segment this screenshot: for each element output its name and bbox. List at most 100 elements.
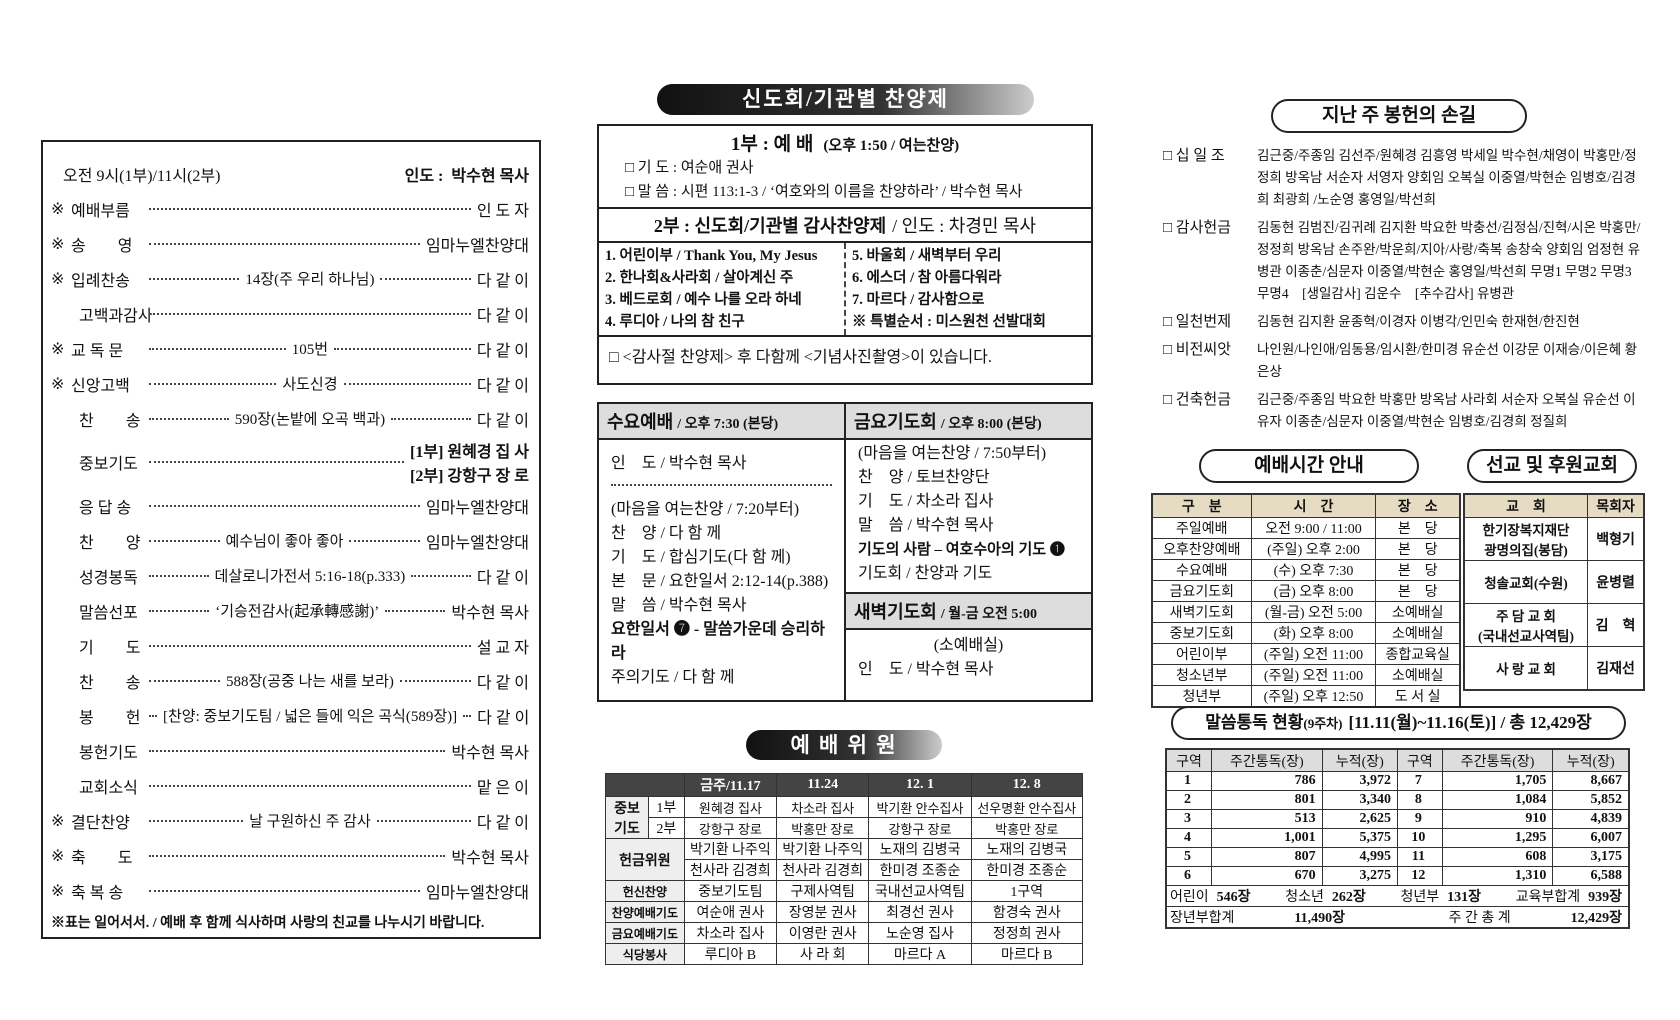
- item-by: 박수현 목사: [451, 744, 529, 762]
- groups-wrap: 어린이 546장 청소년 262장 청년부 131장 교육부합계 939장: [1170, 886, 1622, 906]
- item-name: 말씀선포: [79, 604, 138, 622]
- leader-dots: [149, 784, 471, 787]
- cell: 새벽기도회: [1151, 601, 1252, 623]
- leader-dots: [149, 609, 210, 612]
- title: 새벽기도회: [854, 602, 937, 622]
- closing: 주의기도 / 다 함 께: [611, 669, 735, 686]
- mission-row: 한기장복지재단 광명의집(봉담) 백형기: [1463, 517, 1645, 561]
- service-times-title: 예배시간 안내: [1199, 449, 1419, 483]
- cell: 5: [1165, 847, 1213, 867]
- list-item: 2. 한나회&사라회 / 살아계신 주: [605, 270, 794, 286]
- part2-title: 2부 : 신도회/기관별 감사찬양제 / 인도 : 차경민 목사: [599, 207, 1091, 241]
- leader-dots: [149, 854, 446, 857]
- cell: 중보기도팀: [683, 880, 778, 902]
- time: / 오후 7:30 (본당): [677, 417, 779, 432]
- item-name: 찬 송: [79, 412, 141, 430]
- line: 기 도 / 합심기도(다 함 께): [611, 549, 791, 566]
- leader-dots: [149, 889, 420, 892]
- staff-row: 금요예배기도 차소라 집사 이영란 권사 노순영 집사 정정희 권사: [605, 922, 1084, 944]
- cell: (주일) 오전 11:00: [1250, 643, 1377, 665]
- line: 말 씀 / 박수현 목사: [611, 597, 747, 614]
- mission-row: 주 담 교 회 (국내선교사역팀) 김 혁: [1463, 603, 1645, 647]
- cell: 강항구 장로: [868, 817, 972, 839]
- names: 김근중/주종임 김선주/원혜경 김흥영 박세일 박수현/채영이 박홍만/정정희 …: [1257, 148, 1637, 207]
- order-item: 찬 송 590장(논밭에 오곡 백과) 다 같 이: [51, 401, 529, 436]
- item-name: 입례찬송: [71, 272, 130, 290]
- cell: 종합교육실: [1375, 643, 1461, 665]
- leader: 인 도 / 박수현 목사: [611, 446, 832, 486]
- leader-dots: [149, 539, 220, 542]
- label: □ 감사헌금: [1163, 220, 1232, 236]
- value: 939장: [1588, 890, 1622, 905]
- group: 청년부 131장: [1400, 886, 1481, 906]
- order-item: 말씀선포 ‘기승전감사(起承轉感謝)’ 박수현 목사: [51, 593, 529, 628]
- staff-row: 헌금위원 박기환 나주익 박기환 나주익 노재의 김병국 노재의 김병국: [605, 838, 1084, 881]
- mission-row: 청솔교회(수원) 윤병렬: [1463, 560, 1645, 604]
- line: 찬 양 / 다 함 께: [611, 525, 722, 542]
- value: 11,490장: [1294, 911, 1346, 926]
- cell: 소예배실: [1375, 601, 1461, 623]
- staff-row: 중보기도 1부 원혜경 집사 차소라 집사 박기환 안수집사 선우명환 안수집사: [605, 796, 1084, 839]
- part: 1부: [648, 796, 685, 818]
- title: 2부 : 신도회/기관별 감사찬양제: [653, 216, 887, 236]
- label: □ 일천번제: [1163, 314, 1232, 330]
- item-by: 다 같 이: [476, 307, 529, 325]
- item-by: 설 교 자: [476, 639, 529, 657]
- row-label: 금요예배기도: [605, 922, 685, 944]
- cell: 국내선교사역팀: [868, 880, 972, 902]
- order-item: ※ 결단찬양 날 구원하신 주 감사 다 같 이: [51, 803, 529, 838]
- item-by: [1부] 원혜경 집 사 [2부] 강항구 장 로: [410, 438, 529, 486]
- reading-table: 구역 주간통독(장) 누적(장) 구역 주간통독(장) 누적(장) 1 786 3,972 7 1,…: [1165, 748, 1630, 929]
- cell: 4,995: [1321, 847, 1398, 867]
- leader-dots: [149, 277, 240, 280]
- line: 본 문 / 요한일서 2:12-14(p.388): [611, 573, 829, 590]
- cell: 3,972: [1321, 771, 1398, 791]
- reading-row: 1 786 3,972 7 1,705 8,667: [1165, 771, 1630, 791]
- item-detail: 588장(공중 나는 새를 보라): [225, 674, 394, 690]
- missions-title: 선교 및 후원교회: [1467, 449, 1637, 483]
- item-by: 박수현 목사: [451, 604, 529, 622]
- list-item: 6. 에스더 / 참 아름다워라: [852, 270, 1002, 286]
- leader: 박수현 목사: [451, 167, 529, 185]
- dawn-body: (소예배실) 인 도 / 박수현 목사: [846, 630, 1091, 688]
- cell: 5,375: [1321, 828, 1398, 848]
- service-time: 오전 9시(1부)/11시(2부): [63, 167, 221, 185]
- item-by: 다 같 이: [477, 709, 530, 727]
- wednesday: 수요예배 / 오후 7:30 (본당) 인 도 / 박수현 목사 (마음을 여는찬양 …: [599, 404, 846, 700]
- line: □ 기 도 : 여순애 권사: [625, 160, 754, 176]
- offering-group: □ 감사헌금 김동현 김범진/김귀례 김지환 박요한 박충선/김정심/진혁/시온 …: [1163, 217, 1643, 305]
- leader-dots: [149, 347, 286, 350]
- time-row: 수요예배 (수) 오후 7:30 본 당: [1151, 559, 1461, 581]
- list-col: 1. 어린이부 / Thank You, My Jesus 2. 한나회&사라회 …: [599, 243, 846, 335]
- cell: 도 서 실: [1375, 685, 1461, 708]
- cell: 8: [1396, 790, 1443, 810]
- weekday-services: 수요예배 / 오후 7:30 (본당) 인 도 / 박수현 목사 (마음을 여는찬양 …: [597, 402, 1093, 702]
- item-detail: 예수님이 좋아 좋아: [225, 534, 344, 550]
- cell: 1,705: [1441, 771, 1554, 791]
- item-detail: 데살로니가전서 5:16-18(p.333): [214, 569, 406, 585]
- item-by: 임마누엘찬양대: [425, 884, 529, 902]
- header-row: 오전 9시(1부)/11시(2부) 인도 : 박수현 목사: [51, 156, 529, 191]
- by-line: [1부] 원혜경 집 사: [410, 444, 529, 461]
- church: 주 담 교 회 (국내선교사역팀): [1463, 603, 1589, 647]
- leader-dots: [399, 679, 471, 682]
- church-line: (국내선교사역팀): [1478, 629, 1574, 644]
- item-name: 교회소식: [79, 779, 138, 797]
- row-label: 찬양예배기도: [605, 901, 685, 923]
- row-label: 헌신찬양: [605, 880, 685, 902]
- offering-group: □ 건축헌금 김근중/주종임 박요한 박홍만 방옥남 사라회 서순자 오복실 유순…: [1163, 389, 1643, 433]
- leader-dots: [463, 714, 472, 717]
- groups-row: 어린이 546장 청소년 262장 청년부 131장 교육부합계 939장: [1165, 885, 1630, 907]
- leader: / 인도 : 차경민 목사: [892, 216, 1037, 236]
- leader-dots: [380, 277, 471, 280]
- item-detail: 14장(주 우리 하나님): [245, 272, 375, 288]
- cell: 1: [1165, 771, 1213, 791]
- leader-dots: [149, 574, 209, 577]
- item-name: 예배부름: [71, 202, 130, 220]
- leader-dots: [149, 819, 244, 822]
- order-item: 찬 송 588장(공중 나는 새를 보라) 다 같 이: [51, 663, 529, 698]
- staff-row: 헌신찬양 중보기도팀 구제사역팀 국내선교사역팀 1구역: [605, 880, 1084, 902]
- place: (소예배실): [933, 637, 1004, 654]
- time-row: 주일예배 오전 9:00 / 11:00 본 당: [1151, 517, 1461, 539]
